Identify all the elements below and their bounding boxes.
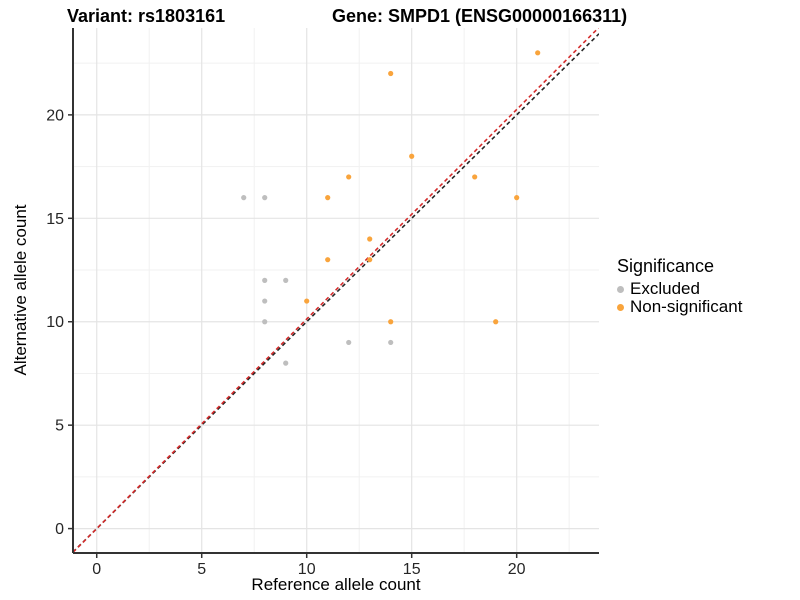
gene-title: Gene: SMPD1 (ENSG00000166311) — [332, 6, 628, 26]
data-point-non-significant — [472, 174, 478, 180]
data-point-non-significant — [346, 174, 352, 180]
x-tick-label: 5 — [197, 561, 206, 578]
x-tick-label: 10 — [298, 561, 316, 578]
identity-line — [73, 33, 599, 553]
x-axis-title: Reference allele count — [251, 575, 421, 594]
legend: Significance Excluded Non-significant — [617, 256, 742, 316]
data-point-non-significant — [325, 195, 331, 201]
y-tick-label: 10 — [46, 314, 64, 331]
non-significant-dot-icon — [617, 303, 624, 311]
data-point-non-significant — [388, 319, 394, 325]
data-point-non-significant — [535, 50, 541, 56]
data-point-excluded — [346, 339, 352, 346]
variant-title: Variant: rs1803161 — [67, 6, 226, 26]
legend-item-excluded: Excluded — [617, 279, 742, 298]
data-point-non-significant — [367, 236, 373, 242]
data-point-excluded — [388, 339, 394, 346]
legend-label-excluded: Excluded — [630, 279, 700, 298]
data-point-non-significant — [514, 195, 520, 201]
data-point-non-significant — [325, 257, 331, 263]
excluded-dot-icon — [617, 285, 624, 293]
data-point-non-significant — [304, 298, 310, 304]
y-tick-label: 5 — [55, 418, 64, 435]
data-point-non-significant — [409, 153, 415, 159]
data-point-excluded — [241, 195, 247, 201]
legend-label-non-significant: Non-significant — [630, 297, 743, 316]
data-point-excluded — [283, 277, 289, 283]
data-point-excluded — [262, 319, 268, 325]
data-point-excluded — [262, 298, 268, 304]
legend-item-non-significant: Non-significant — [617, 297, 743, 316]
expected-ratio-line — [73, 28, 599, 553]
data-point-excluded — [262, 195, 268, 201]
x-tick-label: 20 — [508, 561, 526, 578]
y-tick-label: 0 — [55, 521, 64, 538]
x-tick-label: 15 — [403, 561, 421, 578]
y-axis-title: Alternative allele count — [11, 204, 30, 376]
legend-title: Significance — [617, 256, 715, 276]
y-tick-label: 20 — [46, 107, 64, 124]
x-tick-label: 0 — [92, 561, 101, 578]
data-point-non-significant — [493, 319, 499, 325]
data-point-excluded — [262, 277, 268, 283]
y-tick-label: 15 — [46, 211, 64, 228]
data-point-non-significant — [388, 70, 394, 77]
data-point-excluded — [283, 360, 289, 366]
data-point-non-significant — [367, 257, 373, 263]
